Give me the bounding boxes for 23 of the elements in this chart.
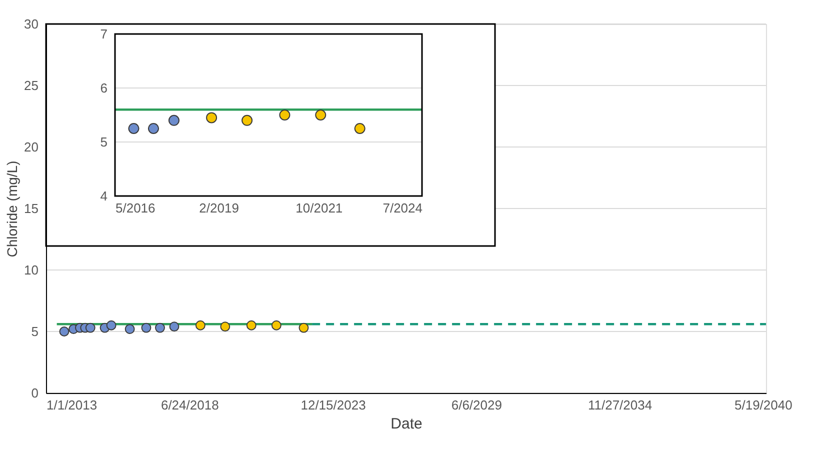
y-tick-label: 4 — [100, 188, 108, 204]
y-tick-label: 6 — [100, 80, 108, 96]
y-tick-label: 25 — [24, 78, 38, 93]
y-tick-label: 0 — [31, 386, 38, 400]
y-tick-label: 7 — [100, 26, 108, 42]
y-tick-label: 5 — [31, 324, 38, 339]
y-axis-title: Chloride (mg/L) — [4, 160, 20, 258]
x-tick-label: 5/2016 — [116, 200, 156, 216]
y-tick-label: 30 — [24, 16, 38, 32]
x-tick-label: 10/2021 — [296, 200, 343, 216]
x-tick-label: 2/2019 — [199, 200, 239, 216]
x-tick-label: 1/1/2013 — [46, 398, 98, 412]
y-tick-label: 15 — [24, 201, 38, 216]
x-axis-title: Date — [390, 416, 422, 432]
y-tick-label: 5 — [100, 134, 108, 150]
x-tick-label: 11/27/2034 — [588, 398, 652, 412]
x-tick-label: 5/19/2040 — [734, 398, 792, 412]
x-tick-label: 7/2024 — [382, 200, 422, 216]
x-tick-label: 6/6/2029 — [451, 398, 502, 412]
x-tick-label: 6/24/2018 — [160, 398, 219, 412]
y-tick-label: 10 — [24, 262, 38, 278]
y-tick-label: 20 — [24, 140, 38, 154]
x-tick-label: 12/15/2023 — [300, 398, 366, 412]
